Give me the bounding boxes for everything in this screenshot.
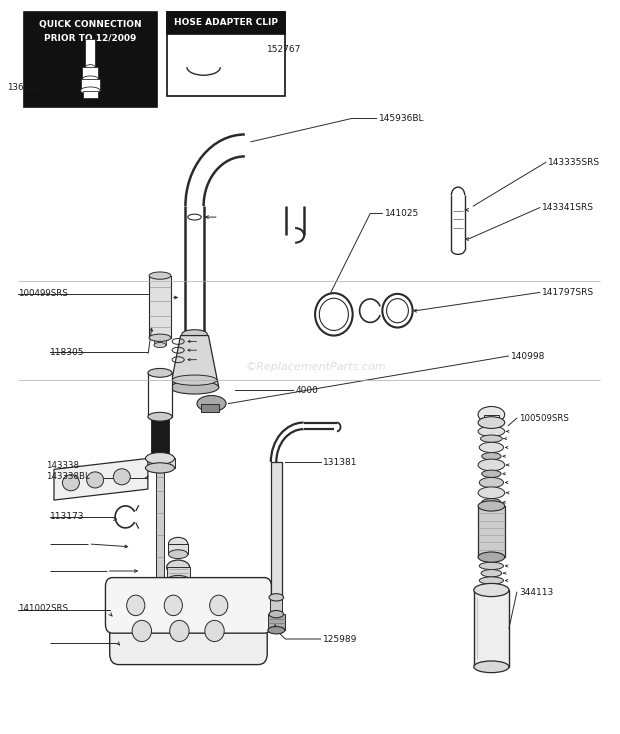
Text: 136101: 136101: [7, 83, 40, 92]
Ellipse shape: [154, 343, 166, 348]
Bar: [167, 567, 190, 581]
Text: 143338
143338BL: 143338 143338BL: [46, 461, 90, 481]
Text: 344113: 344113: [520, 588, 554, 597]
Ellipse shape: [170, 381, 219, 394]
Ellipse shape: [269, 594, 283, 601]
Ellipse shape: [164, 595, 182, 616]
Text: 113173: 113173: [50, 512, 85, 521]
Bar: [149, 275, 171, 338]
Text: 143341SRS: 143341SRS: [542, 203, 595, 212]
Ellipse shape: [479, 477, 503, 487]
Ellipse shape: [479, 577, 503, 584]
Text: 143335SRS: 143335SRS: [548, 158, 600, 167]
Bar: [156, 455, 164, 579]
Ellipse shape: [474, 584, 509, 597]
Ellipse shape: [146, 463, 174, 473]
Bar: [82, 68, 98, 79]
Text: QUICK CONNECTION: QUICK CONNECTION: [39, 21, 141, 29]
Ellipse shape: [478, 501, 505, 511]
Ellipse shape: [148, 413, 172, 421]
Ellipse shape: [169, 550, 188, 559]
Ellipse shape: [172, 375, 217, 385]
Ellipse shape: [479, 443, 503, 453]
Ellipse shape: [480, 435, 502, 443]
Ellipse shape: [481, 584, 502, 592]
Bar: [167, 12, 285, 96]
Ellipse shape: [482, 470, 501, 477]
Ellipse shape: [167, 575, 190, 586]
Ellipse shape: [126, 595, 145, 616]
Ellipse shape: [269, 611, 283, 618]
Text: 141797SRS: 141797SRS: [542, 288, 595, 297]
Ellipse shape: [478, 552, 505, 562]
Ellipse shape: [82, 76, 98, 81]
Bar: [24, 12, 157, 106]
Bar: [154, 338, 166, 345]
Bar: [271, 462, 281, 597]
Text: 125989: 125989: [323, 634, 357, 644]
Text: PRIOR TO 12/2009: PRIOR TO 12/2009: [44, 34, 136, 43]
Ellipse shape: [481, 570, 502, 577]
Ellipse shape: [81, 87, 100, 94]
Ellipse shape: [210, 595, 228, 616]
Ellipse shape: [479, 562, 503, 570]
Text: 152767: 152767: [267, 46, 301, 54]
Text: 140998: 140998: [511, 352, 545, 360]
Bar: [478, 506, 505, 557]
Ellipse shape: [170, 620, 189, 642]
Ellipse shape: [478, 417, 505, 429]
Bar: [148, 373, 172, 417]
Ellipse shape: [268, 627, 285, 634]
Text: 4000: 4000: [295, 386, 318, 395]
Polygon shape: [54, 459, 148, 500]
Bar: [81, 79, 100, 90]
Polygon shape: [170, 335, 219, 388]
Bar: [151, 417, 169, 455]
Ellipse shape: [478, 407, 505, 423]
Bar: [201, 404, 219, 413]
Text: 100499SRS: 100499SRS: [17, 289, 68, 299]
Ellipse shape: [149, 272, 171, 279]
FancyBboxPatch shape: [105, 578, 272, 633]
Ellipse shape: [86, 65, 95, 70]
Ellipse shape: [169, 537, 188, 550]
Ellipse shape: [148, 368, 172, 377]
Bar: [146, 459, 174, 468]
Text: 145936BL: 145936BL: [379, 114, 424, 123]
Ellipse shape: [87, 472, 104, 488]
Text: 141002SRS: 141002SRS: [17, 604, 68, 613]
Text: HOSE ADAPTER CLIP: HOSE ADAPTER CLIP: [174, 18, 278, 27]
Bar: [484, 415, 498, 423]
Ellipse shape: [474, 661, 509, 672]
Ellipse shape: [113, 469, 130, 485]
Text: 100509SRS: 100509SRS: [520, 414, 569, 423]
Ellipse shape: [167, 560, 190, 575]
Ellipse shape: [63, 475, 79, 491]
Ellipse shape: [478, 487, 505, 498]
Ellipse shape: [205, 620, 224, 642]
Ellipse shape: [478, 426, 505, 437]
Ellipse shape: [482, 453, 501, 460]
Bar: [268, 614, 285, 631]
Ellipse shape: [182, 330, 207, 338]
Bar: [270, 597, 282, 614]
Text: 141025: 141025: [385, 209, 419, 218]
Ellipse shape: [149, 334, 171, 341]
Bar: [167, 12, 285, 34]
FancyBboxPatch shape: [110, 597, 267, 664]
Text: 118305: 118305: [50, 348, 85, 357]
Bar: [169, 544, 188, 554]
Bar: [86, 40, 95, 68]
Bar: [474, 590, 509, 666]
Ellipse shape: [482, 498, 501, 506]
Ellipse shape: [146, 453, 174, 464]
Bar: [83, 90, 97, 98]
Text: 131381: 131381: [323, 457, 358, 467]
Text: ©ReplacementParts.com: ©ReplacementParts.com: [246, 362, 386, 372]
Ellipse shape: [132, 620, 151, 642]
Ellipse shape: [197, 396, 226, 412]
Ellipse shape: [478, 459, 505, 470]
